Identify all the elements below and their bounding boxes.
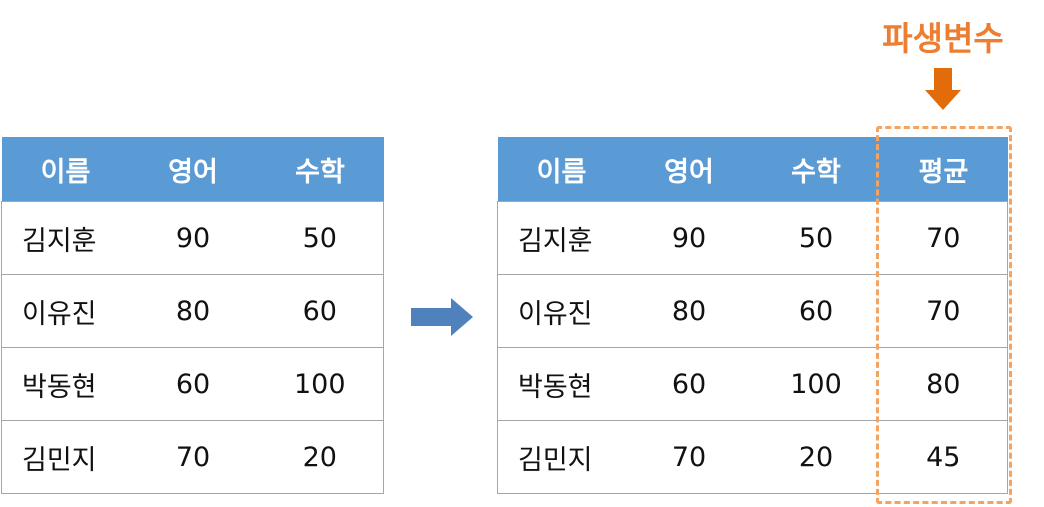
cell-english: 80 — [129, 274, 257, 348]
header-english: 영어 — [129, 137, 257, 202]
header-name: 이름 — [1, 137, 130, 202]
cell-math: 60 — [752, 274, 880, 348]
header-name: 이름 — [497, 137, 626, 202]
cell-average: 45 — [879, 420, 1008, 494]
cell-math: 60 — [256, 274, 384, 348]
cell-average: 80 — [879, 347, 1008, 421]
cell-name: 박동현 — [1, 347, 130, 421]
header-average: 평균 — [879, 137, 1008, 202]
cell-average: 70 — [879, 274, 1008, 348]
header-math: 수학 — [256, 137, 384, 202]
cell-name: 박동현 — [497, 347, 626, 421]
cell-english: 80 — [625, 274, 753, 348]
table-header-row: 이름 영어 수학 평균 — [497, 137, 1008, 202]
table-row: 김지훈 90 50 70 — [497, 201, 1008, 275]
table-row: 김지훈 90 50 — [1, 201, 384, 275]
table-row: 박동현 60 100 — [1, 347, 384, 421]
cell-name: 김민지 — [497, 420, 626, 494]
cell-name: 김지훈 — [497, 201, 626, 275]
derived-variable-label: 파생변수 — [882, 19, 1004, 58]
cell-name: 이유진 — [497, 274, 626, 348]
cell-name: 김지훈 — [1, 201, 130, 275]
cell-name: 이유진 — [1, 274, 130, 348]
cell-math: 100 — [256, 347, 384, 421]
cell-english: 70 — [625, 420, 753, 494]
original-data-table: 이름 영어 수학 김지훈 90 50 이유진 80 60 박동현 60 100 … — [1, 137, 384, 494]
derived-data-table: 이름 영어 수학 평균 김지훈 90 50 70 이유진 80 60 70 박동… — [497, 137, 1008, 494]
table-row: 박동현 60 100 80 — [497, 347, 1008, 421]
table-row: 김민지 70 20 — [1, 420, 384, 494]
cell-name: 김민지 — [1, 420, 130, 494]
cell-english: 60 — [129, 347, 257, 421]
header-english: 영어 — [625, 137, 753, 202]
derived-column-highlight — [876, 126, 1012, 504]
cell-english: 70 — [129, 420, 257, 494]
cell-math: 20 — [752, 420, 880, 494]
cell-english: 90 — [129, 201, 257, 275]
cell-average: 70 — [879, 201, 1008, 275]
table-row: 이유진 80 60 70 — [497, 274, 1008, 348]
cell-math: 100 — [752, 347, 880, 421]
table-header-row: 이름 영어 수학 — [1, 137, 384, 202]
header-math: 수학 — [752, 137, 880, 202]
table-row: 이유진 80 60 — [1, 274, 384, 348]
cell-english: 60 — [625, 347, 753, 421]
down-arrow-icon — [925, 68, 961, 110]
cell-math: 50 — [256, 201, 384, 275]
cell-math: 50 — [752, 201, 880, 275]
table-row: 김민지 70 20 45 — [497, 420, 1008, 494]
cell-english: 90 — [625, 201, 753, 275]
right-arrow-icon — [411, 298, 473, 336]
cell-math: 20 — [256, 420, 384, 494]
